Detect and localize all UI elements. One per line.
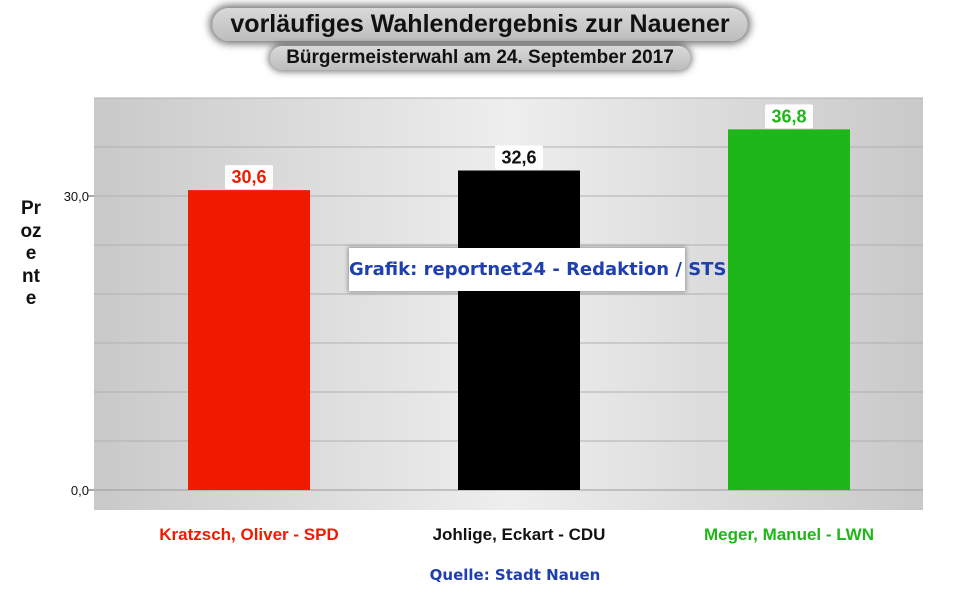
value-label: 32,6 (501, 148, 536, 168)
value-label-bg (765, 104, 813, 129)
x-tick-label-kratzsch: Kratzsch, Oliver - SPD (159, 525, 339, 544)
bar (188, 190, 310, 490)
x-tick-label-meger: Meger, Manuel - LWN (703, 525, 875, 544)
bar (728, 129, 850, 491)
y-axis-label: Prozente (20, 198, 42, 309)
y-tick-label: 30,0 (64, 189, 89, 204)
value-label: 30,6 (231, 167, 266, 187)
source-note: Quelle: Stadt Nauen (429, 566, 601, 584)
bar (458, 170, 580, 490)
y-tick-label: 0,0 (71, 483, 89, 498)
chart-subtitle: Bürgermeisterwahl am 24. September 2017 (270, 46, 690, 70)
value-label-bg (495, 145, 543, 170)
value-label-bg (225, 165, 273, 190)
x-tick-label-johlige: Johlige, Eckart - CDU (432, 525, 606, 544)
value-label: 36,8 (771, 106, 806, 126)
watermark-credit: Grafik: reportnet24 - Redaktion / STS (349, 248, 726, 291)
chart-title: vorläufiges Wahlendergebnis zur Nauener (212, 8, 748, 41)
